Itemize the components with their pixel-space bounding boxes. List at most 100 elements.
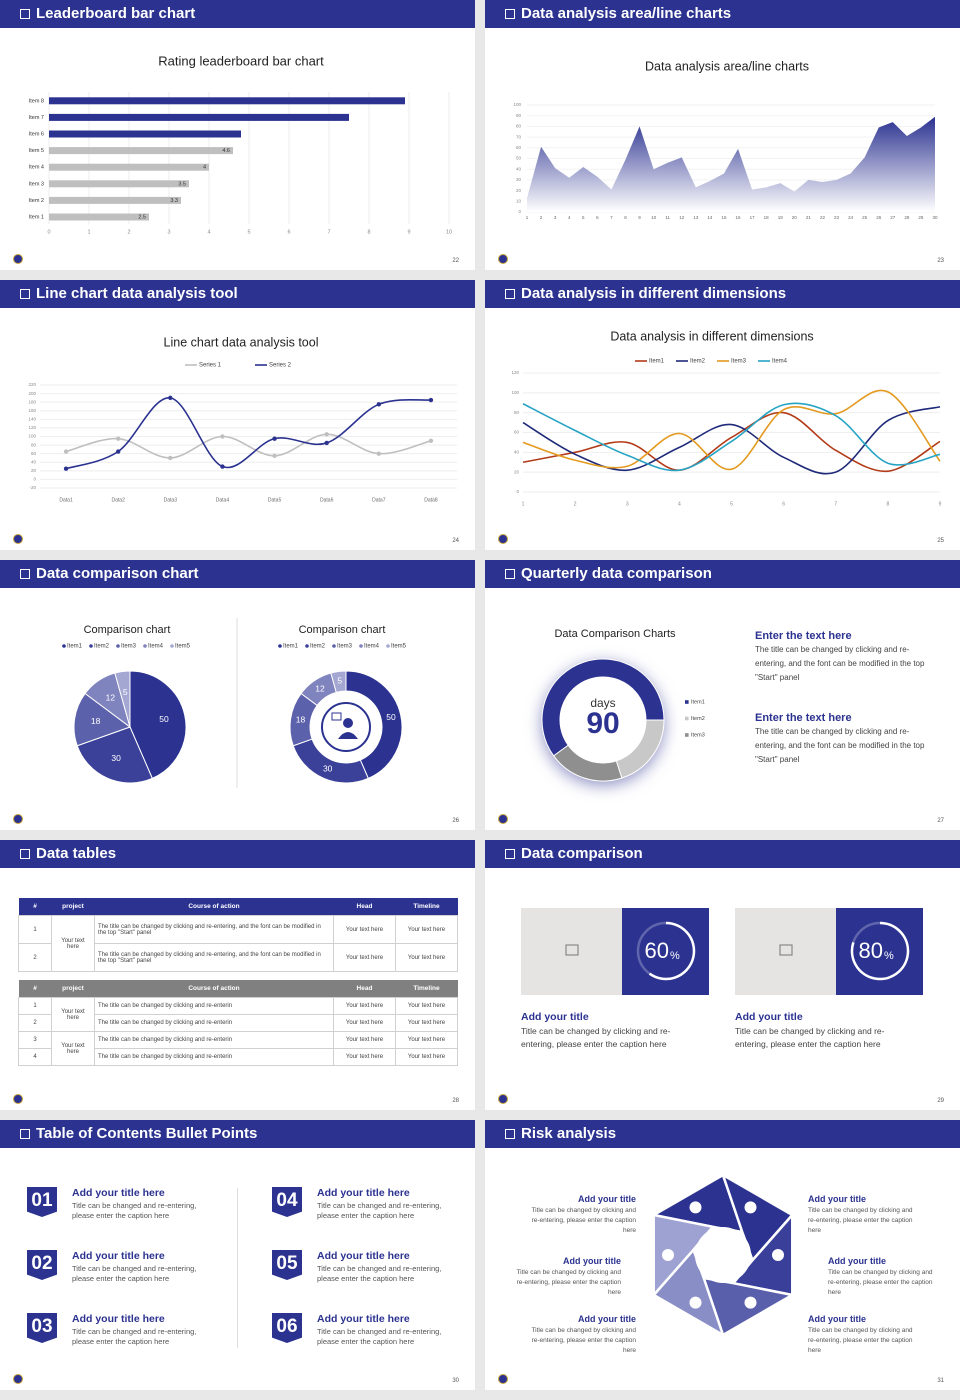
x-tick-label: Data6	[320, 497, 334, 503]
table-row: 4 The title can be changed by clicking an…	[18, 1048, 458, 1066]
series-line	[522, 411, 941, 472]
x-tick-label: 10	[651, 215, 657, 220]
legend-swatch	[62, 644, 66, 648]
x-tick-label: 4	[568, 215, 571, 220]
legend-label: Item4	[148, 644, 164, 650]
risk-center	[695, 1227, 751, 1283]
risk-text: Title can be changed by clicking and re-…	[531, 1207, 636, 1234]
slide-header: Data tables	[0, 840, 475, 868]
cell: Your text here	[395, 1014, 458, 1032]
center-label: days	[590, 696, 615, 710]
marker	[376, 402, 382, 407]
slide-header: Quarterly data comparison	[485, 560, 960, 588]
slide: Table of Contents Bullet Points 30 01 Add y…	[0, 1120, 475, 1390]
cell: Your text here	[333, 1014, 396, 1032]
area	[527, 116, 935, 212]
icon-bubble	[331, 712, 342, 721]
series-line	[65, 397, 432, 470]
header-icon	[20, 289, 30, 299]
slice	[114, 670, 131, 728]
page-number: 24	[452, 538, 459, 544]
y-tick-label: 120	[28, 425, 36, 430]
y-tick-label: Item 5	[29, 148, 44, 154]
slide: Data comparison 29 60% 80% Add your title Tit…	[485, 840, 960, 1110]
y-tick-label: 20	[514, 469, 520, 474]
slide-header: Risk analysis	[485, 1120, 960, 1148]
header-title: Data tables	[36, 845, 117, 862]
y-tick-label: 60	[514, 430, 520, 435]
slide-canvas: Data Comparison Charts Item1 Item2 Item3 day…	[541, 628, 705, 782]
x-tick-label: 7	[327, 229, 330, 235]
x-tick-label: 11	[665, 215, 670, 220]
x-tick-label: 25	[862, 215, 868, 220]
x-tick-label: 2	[127, 229, 130, 235]
x-tick-label: 14	[707, 215, 713, 220]
slide-header: Table of Contents Bullet Points	[0, 1120, 475, 1148]
legend-label: Item2	[691, 716, 705, 722]
x-tick-label: 12	[679, 215, 685, 220]
data-table: # project Course of action Head Timeline 1 You…	[18, 898, 458, 972]
header-cell: Head	[356, 903, 373, 910]
legend-label: Item2	[310, 644, 326, 650]
header-cell: Timeline	[413, 985, 440, 992]
number-badge: 04	[272, 1187, 302, 1217]
x-tick-label: 7	[610, 215, 613, 220]
table-row: 1 Your text here The title can be changed …	[18, 997, 458, 1032]
header-row: # project Course of action Head Timeline	[18, 898, 458, 916]
item-text: Title can be changed and re-entering, pl…	[317, 1327, 442, 1346]
x-tick-label: 8	[367, 229, 370, 235]
legend-swatch	[170, 644, 174, 648]
y-tick-label: Item 3	[29, 181, 44, 187]
card-title: Add your title	[521, 1011, 589, 1023]
item-title: Add your title here	[72, 1313, 165, 1325]
x-tick-label: Data1	[59, 497, 73, 503]
cell: The title can be changed by clicking and…	[94, 915, 334, 944]
header-icon	[505, 289, 515, 299]
slide: Risk analysis 31 Add your title Title can b…	[485, 1120, 960, 1390]
risk-title: Add your title	[563, 1256, 621, 1266]
x-tick-label: 16	[736, 215, 742, 220]
legend-label: Item1	[691, 699, 705, 705]
y-tick-label: 20	[516, 188, 522, 193]
marker	[272, 436, 277, 441]
risk-text: Title can be changed by clicking and re-…	[516, 1269, 621, 1296]
y-tick-label: Item 6	[29, 131, 44, 137]
card-text: Title can be changed by clicking and re-…	[521, 1026, 671, 1049]
risk-title: Add your title	[828, 1256, 886, 1266]
item-text: Title can be changed and re-entering, pl…	[72, 1327, 197, 1346]
marker	[115, 449, 121, 454]
y-tick-label: 40	[516, 166, 522, 171]
page-number: 30	[452, 1378, 459, 1384]
x-tick-label: 27	[890, 215, 896, 220]
x-tick-label: 7	[834, 501, 837, 507]
slide-canvas: Rating leaderboard bar chart 0 1 2 3 4 5 6 7 8 9 10…	[29, 53, 452, 235]
y-tick-label: 100	[511, 390, 519, 395]
legend-label: Item4	[772, 359, 788, 365]
data-label: 18	[296, 714, 306, 724]
x-tick-label: 3	[167, 229, 170, 235]
y-tick-label: Item 1	[29, 214, 44, 220]
legend-label: Item3	[691, 732, 705, 738]
header-title: Data comparison	[521, 845, 643, 862]
slide: Data tables 28 # project Course of action Hea…	[0, 840, 475, 1110]
x-tick-label: 8	[886, 501, 889, 507]
page-number: 22	[452, 258, 459, 264]
marker	[324, 432, 329, 437]
risk-title: Add your title	[808, 1314, 866, 1324]
x-tick-label: 5	[247, 229, 250, 235]
y-tick-label: 80	[514, 410, 520, 415]
data-label: 4	[203, 165, 206, 171]
x-tick-label: 9	[638, 215, 641, 220]
header-title: Table of Contents Bullet Points	[36, 1125, 258, 1142]
series-line	[65, 433, 432, 459]
x-tick-label: Data8	[424, 497, 438, 503]
text-heading: Enter the text here	[755, 712, 852, 724]
legend-label: Item2	[690, 359, 706, 365]
marker	[376, 451, 382, 456]
item-text: Title can be changed and re-entering, pl…	[72, 1201, 197, 1220]
x-tick-label: 24	[848, 215, 854, 220]
slice	[129, 670, 187, 780]
x-tick-label: 21	[806, 215, 812, 220]
y-tick-label: 40	[514, 450, 520, 455]
legend-label: Item4	[364, 644, 380, 650]
